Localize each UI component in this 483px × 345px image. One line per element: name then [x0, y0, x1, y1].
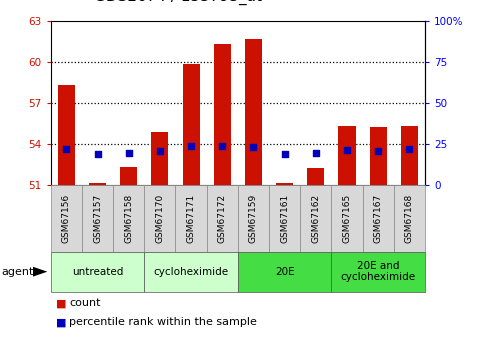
Text: GSM67167: GSM67167 — [374, 194, 383, 243]
Bar — [82, 185, 113, 252]
Bar — [151, 132, 169, 185]
Bar — [144, 185, 175, 252]
Bar — [58, 85, 75, 185]
Bar — [269, 185, 300, 252]
Bar — [307, 168, 325, 185]
Text: GSM67158: GSM67158 — [124, 194, 133, 243]
Point — [374, 148, 382, 154]
Text: GSM67170: GSM67170 — [156, 194, 164, 243]
Text: GSM67159: GSM67159 — [249, 194, 258, 243]
Point — [156, 148, 164, 154]
Bar — [394, 185, 425, 252]
Text: percentile rank within the sample: percentile rank within the sample — [69, 317, 257, 327]
Bar — [120, 167, 137, 185]
Polygon shape — [33, 267, 47, 277]
Text: GSM67161: GSM67161 — [280, 194, 289, 243]
Bar — [238, 185, 269, 252]
Bar — [331, 185, 363, 252]
Point — [281, 151, 288, 157]
Bar — [331, 252, 425, 292]
Bar — [113, 185, 144, 252]
Bar — [51, 252, 144, 292]
Text: GSM67156: GSM67156 — [62, 194, 71, 243]
Point — [125, 150, 132, 155]
Bar — [369, 127, 387, 185]
Bar — [401, 126, 418, 185]
Bar — [300, 185, 331, 252]
Text: GSM67171: GSM67171 — [186, 194, 196, 243]
Bar — [207, 185, 238, 252]
Text: GSM67162: GSM67162 — [312, 194, 320, 243]
Bar — [363, 185, 394, 252]
Bar — [245, 39, 262, 185]
Point — [250, 144, 257, 150]
Bar — [89, 183, 106, 185]
Bar — [51, 185, 82, 252]
Text: ■: ■ — [56, 298, 66, 308]
Point — [218, 143, 226, 149]
Text: 20E: 20E — [275, 267, 295, 277]
Point — [312, 151, 320, 156]
Text: GSM67168: GSM67168 — [405, 194, 414, 243]
Bar — [339, 126, 355, 185]
Point — [343, 147, 351, 153]
Text: cycloheximide: cycloheximide — [154, 267, 228, 277]
Text: GDS2674 / 153793_at: GDS2674 / 153793_at — [94, 0, 262, 5]
Bar — [213, 44, 231, 185]
Text: 20E and
cycloheximide: 20E and cycloheximide — [341, 261, 416, 283]
Text: untreated: untreated — [72, 267, 123, 277]
Point — [187, 143, 195, 149]
Bar — [175, 185, 207, 252]
Text: GSM67165: GSM67165 — [342, 194, 352, 243]
Point — [62, 147, 70, 152]
Bar — [183, 65, 199, 185]
Bar — [276, 183, 293, 185]
Text: agent: agent — [1, 267, 33, 277]
Text: ■: ■ — [56, 317, 66, 327]
Text: count: count — [69, 298, 100, 308]
Point — [94, 151, 101, 157]
Text: GSM67157: GSM67157 — [93, 194, 102, 243]
Bar — [238, 252, 331, 292]
Point — [406, 147, 413, 152]
Bar — [144, 252, 238, 292]
Text: GSM67172: GSM67172 — [218, 194, 227, 243]
